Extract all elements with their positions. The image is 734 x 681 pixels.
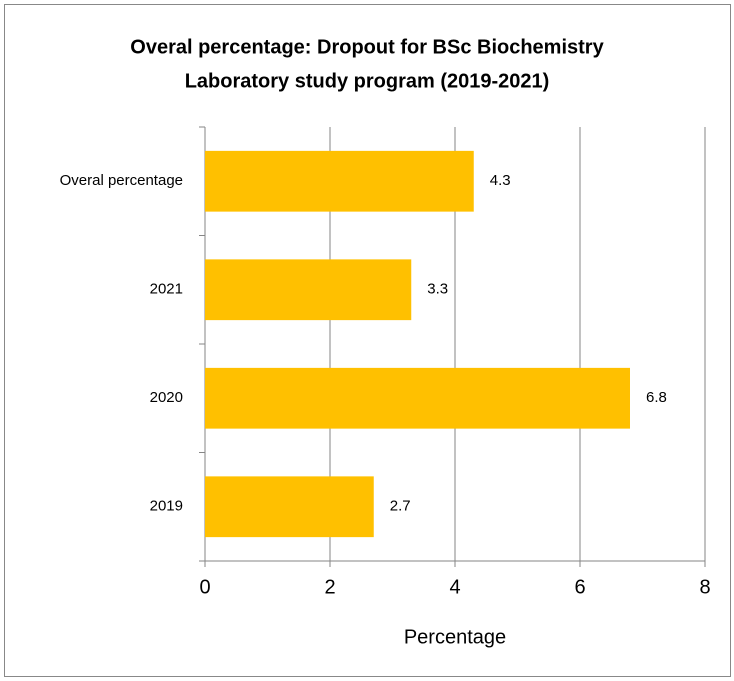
chart-title: Laboratory study program (2019-2021) xyxy=(185,70,550,92)
x-axis-label: Percentage xyxy=(404,626,506,648)
bar xyxy=(205,259,412,321)
data-label: 3.3 xyxy=(427,281,448,298)
data-label: 2.7 xyxy=(390,498,411,515)
data-label: 4.3 xyxy=(490,172,511,189)
y-tick-label: 2021 xyxy=(150,281,183,298)
bar xyxy=(205,150,474,212)
bar xyxy=(205,367,630,429)
x-tick-label: 6 xyxy=(574,576,585,598)
chart-title: Overal percentage: Dropout for BSc Bioch… xyxy=(130,36,604,58)
chart-border xyxy=(4,4,731,677)
y-tick-label: Overal percentage xyxy=(60,172,183,189)
data-label: 6.8 xyxy=(646,389,667,406)
x-tick-label: 8 xyxy=(699,576,710,598)
y-tick-label: 2020 xyxy=(150,389,183,406)
bar xyxy=(205,476,374,538)
x-tick-label: 4 xyxy=(449,576,460,598)
x-tick-label: 2 xyxy=(324,576,335,598)
y-tick-label: 2019 xyxy=(150,498,183,515)
x-tick-label: 0 xyxy=(199,576,210,598)
